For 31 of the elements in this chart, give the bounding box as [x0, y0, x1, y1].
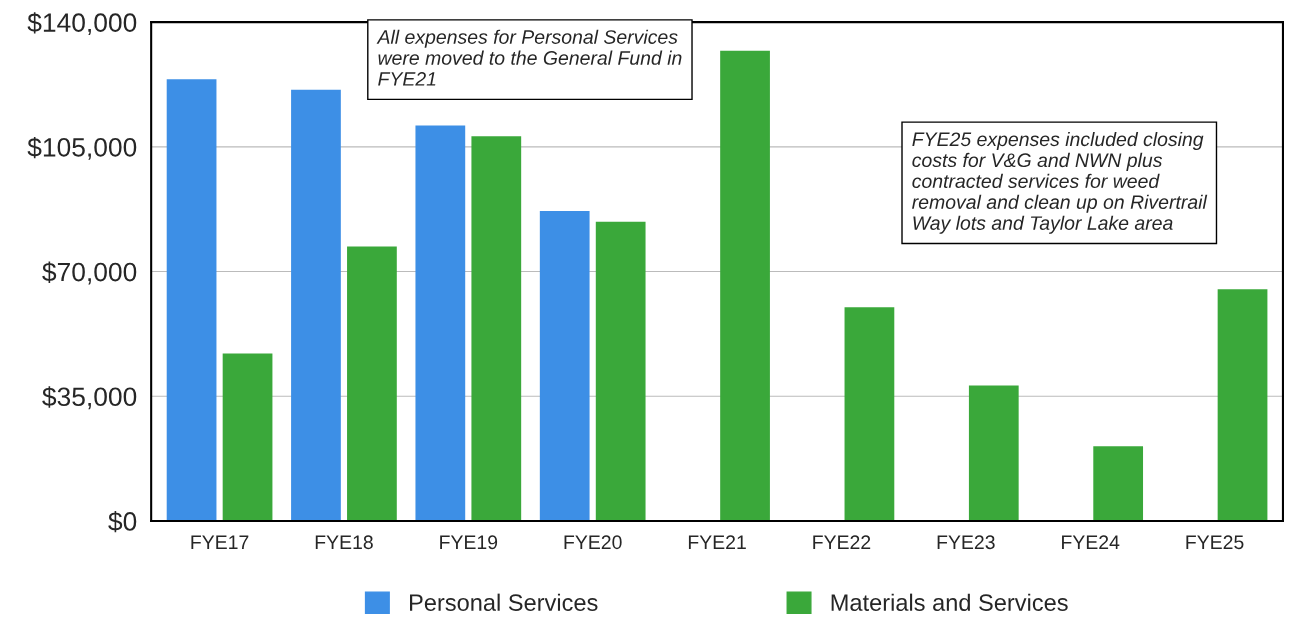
- y-tick-label: $140,000: [27, 12, 137, 36]
- annotation: FYE25 expenses included closing costs for V&G and NWN plus contracted services for weed removal and clean up on Rivertrail Way lots and Taylor Lake area: [912, 131, 1208, 234]
- x-tick-label: FYE19: [440, 535, 498, 550]
- x-tick-label: FYE24: [1062, 535, 1120, 549]
- legend-label: Materials and Services: [831, 593, 1068, 611]
- bar: [471, 136, 522, 521]
- x-tick-label: FYE21: [688, 535, 746, 549]
- bar: [595, 221, 646, 521]
- y-tick-label: $70,000: [42, 261, 137, 285]
- y-tick-label: $35,000: [42, 386, 137, 410]
- bar: [415, 125, 466, 521]
- bar: [291, 89, 341, 521]
- y-tick-label: $105,000: [27, 136, 137, 160]
- x-tick-label: FYE18: [315, 535, 373, 550]
- bar: [347, 246, 397, 521]
- x-tick-label: FYE17: [191, 535, 249, 549]
- x-tick-label: FYE20: [564, 535, 622, 550]
- x-tick-label: FYE22: [813, 535, 871, 549]
- bar: [968, 385, 1019, 521]
- bar: [844, 307, 895, 521]
- y-tick-label: $0: [108, 510, 137, 533]
- bar: [1093, 446, 1144, 521]
- annotation: All expenses for Personal Services were moved to the General Fund in FYE21: [376, 29, 682, 86]
- bar: [222, 353, 273, 521]
- x-tick-label: FYE25: [1186, 535, 1244, 550]
- bar: [166, 79, 217, 521]
- bar: [1217, 289, 1268, 521]
- legend-label: Personal Services: [410, 593, 598, 611]
- bar: [720, 50, 770, 521]
- x-tick-label: FYE23: [937, 535, 995, 550]
- bar: [539, 210, 590, 521]
